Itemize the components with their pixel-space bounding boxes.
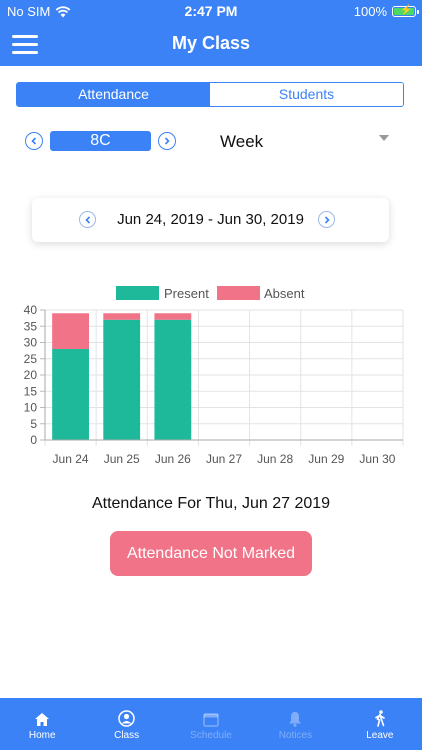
tab-home-label: Home [28, 730, 56, 741]
tab-home[interactable]: Home [0, 698, 84, 750]
y-tick-label: 40 [24, 303, 38, 317]
x-tick-label: Jun 27 [206, 452, 242, 466]
x-tick-label: Jun 28 [257, 452, 293, 466]
wifi-icon [56, 5, 71, 17]
bar-present [154, 319, 192, 440]
menu-line [12, 35, 38, 38]
x-tick-label: Jun 26 [155, 452, 191, 466]
x-tick-label: Jun 25 [104, 452, 140, 466]
chart-grid [44, 309, 404, 446]
tab-class-label: Class [114, 730, 140, 741]
chart-bars [52, 313, 192, 440]
next-week-button[interactable] [318, 211, 335, 228]
menu-line [12, 43, 38, 46]
y-tick-label: 25 [24, 352, 38, 366]
tab-leave[interactable]: Leave [338, 698, 422, 750]
nav-bar: My Class [0, 22, 422, 66]
tab-notices-label: Notices [278, 730, 313, 741]
x-tick-label: Jun 30 [359, 452, 395, 466]
tab-notices[interactable]: Notices [253, 698, 337, 750]
x-tick-label: Jun 24 [53, 452, 89, 466]
tab-leave-label: Leave [366, 730, 394, 741]
chevron-right-icon [324, 215, 330, 224]
home-icon [0, 709, 84, 727]
tab-schedule-label: Schedule [190, 730, 232, 741]
battery-icon: ⚡ [392, 5, 419, 17]
legend-swatch-present [116, 286, 159, 300]
y-tick-label: 5 [30, 417, 37, 431]
bar-absent [52, 313, 89, 349]
bar-present [52, 349, 89, 440]
status-bar: No SIM 2:47 PM 100% ⚡ [0, 0, 422, 22]
status-right: 100% ⚡ [353, 4, 419, 19]
bar-absent [103, 313, 141, 320]
chart-legend: Present Absent [116, 286, 305, 301]
menu-line [12, 51, 38, 54]
bar-absent [154, 313, 192, 320]
date-range-card: Jun 24, 2019 - Jun 30, 2019 [32, 198, 389, 242]
class-selector[interactable]: 8C [50, 131, 151, 151]
y-tick-label: 30 [24, 336, 38, 350]
attendance-not-marked-button[interactable]: Attendance Not Marked [110, 531, 312, 576]
caret-down-icon[interactable] [379, 135, 389, 141]
attendance-chart: 0 5 10 15 20 25 30 35 40 Jun 24 Jun 25 Jun 26 Jun 27… [24, 286, 404, 466]
period-select[interactable]: Week [220, 132, 264, 151]
prev-class-button[interactable] [25, 132, 43, 150]
chevron-right-icon [164, 137, 170, 145]
bolt-icon: ⚡ [400, 5, 413, 16]
battery-percent: 100% [353, 4, 387, 19]
chart-axes: 0 5 10 15 20 25 30 35 40 Jun 24 Jun 25 Jun 26 Jun 27… [24, 303, 403, 466]
carrier-label: No SIM [7, 4, 51, 19]
legend-label-present: Present [164, 286, 209, 301]
tab-bar: Home Class Schedule Notices Leave [0, 698, 422, 750]
tab-students[interactable]: Students [210, 83, 403, 106]
status-left: No SIM [7, 4, 71, 19]
x-tick-label: Jun 29 [308, 452, 344, 466]
status-time: 2:47 PM [184, 3, 238, 19]
chevron-left-icon [84, 215, 90, 224]
battery-fill [394, 8, 414, 15]
legend-swatch-absent [217, 286, 260, 300]
person-icon [84, 709, 168, 727]
legend-label-absent: Absent [264, 286, 305, 301]
segmented-control: Attendance Students [16, 82, 404, 107]
tab-schedule[interactable]: Schedule [169, 698, 253, 750]
menu-button[interactable] [12, 35, 38, 55]
calendar-icon [169, 709, 253, 727]
date-range-label: Jun 24, 2019 - Jun 30, 2019 [117, 211, 304, 228]
y-tick-label: 15 [24, 384, 38, 398]
chevron-left-icon [31, 137, 37, 145]
y-tick-label: 10 [24, 401, 38, 415]
walk-icon [338, 709, 422, 727]
page-title: My Class [171, 33, 251, 53]
attendance-for-label: Attendance For Thu, Jun 27 2019 [91, 495, 331, 512]
bar-present [103, 319, 141, 440]
next-class-button[interactable] [158, 132, 176, 150]
prev-week-button[interactable] [79, 211, 96, 228]
y-tick-label: 20 [24, 368, 38, 382]
y-tick-label: 35 [24, 319, 38, 333]
bell-icon [253, 709, 337, 727]
tab-attendance[interactable]: Attendance [17, 83, 210, 106]
tab-class[interactable]: Class [84, 698, 168, 750]
y-tick-label: 0 [30, 433, 37, 447]
